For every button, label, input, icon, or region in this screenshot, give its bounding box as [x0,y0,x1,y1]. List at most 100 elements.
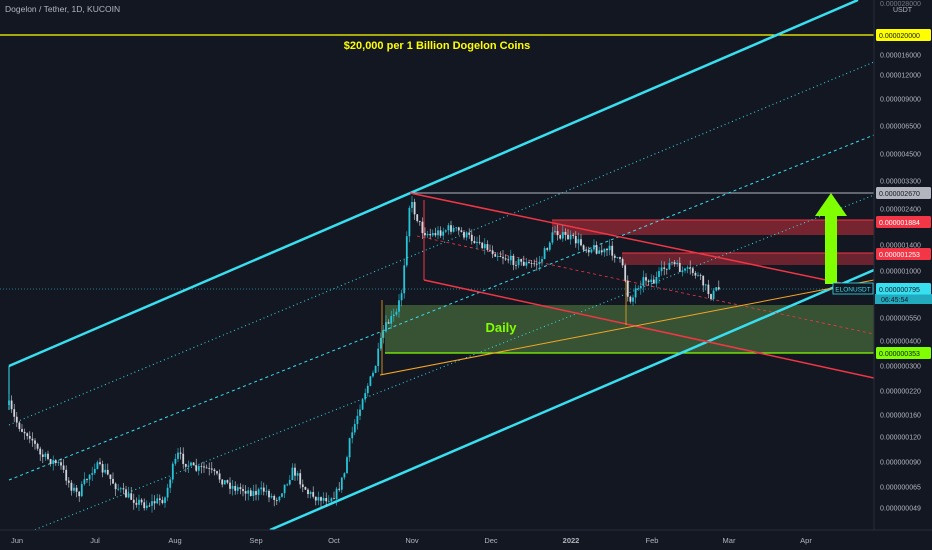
candle-body [413,201,416,215]
candle-body [122,488,125,490]
candle-body [619,257,621,259]
candle-body [184,463,187,467]
candle-body [252,491,255,497]
candle-body [296,473,299,476]
candle-body [343,473,346,478]
time-axis[interactable]: Jun Jul Aug Sep Oct Nov Dec 2022 Feb Mar Apr [11,536,812,545]
candle-body [481,242,484,249]
candle-body [496,256,499,257]
candle-body [574,235,577,244]
candle-body [411,201,413,208]
y-tick-label: 0.000000550 [880,316,921,323]
candle-body [543,248,546,260]
candle-body [28,436,31,439]
price-badge [876,187,931,199]
y-tick-label: 0.000000120 [880,435,921,442]
candle-body [244,491,247,494]
candle-body [364,393,367,400]
candle-body [416,214,419,221]
candle-body [197,465,200,471]
x-tick-label: Jul [90,536,100,545]
candle-body [595,245,598,254]
candle-body [455,227,458,229]
candle-body [291,467,294,481]
candle-body [637,288,640,290]
candle-body [600,250,603,253]
candle-body [694,272,697,276]
candle-body [13,409,16,417]
candle-body [23,431,26,434]
candle-body [647,280,650,282]
candle-body [533,263,536,265]
candle-body [704,284,707,286]
x-tick-label: Feb [646,536,659,545]
candle-body [39,448,42,455]
candle-body [686,267,689,269]
candle-body [182,453,185,464]
channel-lower-line[interactable] [269,268,874,530]
candle-body [335,488,338,500]
candle-body [476,241,478,244]
candle-body [424,233,426,236]
candle-body [676,262,679,264]
candle-body [398,300,400,312]
candle-body [593,245,595,250]
candle-body [546,248,549,250]
headline-annotation: $20,000 per 1 Billion Dogelon Coins [344,40,530,52]
candle-body [234,485,237,491]
candle-body [52,460,55,464]
candle-body [18,422,21,429]
candle-body [457,227,460,231]
candle-body [130,493,133,500]
price-badge-label: 0.000000353 [879,351,920,358]
candle-body [101,464,104,473]
candle-body [639,285,642,289]
candle-body [377,348,380,367]
x-tick-label: Jun [11,536,23,545]
candle-body [203,466,205,468]
candle-body [57,462,60,464]
candle-body [171,463,174,480]
orange-trendline[interactable] [379,279,874,376]
candle-body [689,267,692,269]
candle-body [366,385,369,394]
candle-body [179,452,182,454]
candle-body [431,233,434,236]
red-channel-lower[interactable] [423,279,874,379]
candle-body [65,469,68,481]
candle-body [353,424,356,433]
red-channel-upper[interactable] [409,192,874,291]
candle-body [616,257,619,258]
price-badge-label: 0.000001253 [879,252,920,259]
candle-body [556,231,559,236]
candle-body [699,274,702,276]
candle-body [634,288,637,298]
x-tick-label: 2022 [563,536,580,545]
candle-body [470,234,473,242]
candle-body [135,502,138,505]
candle-body [473,241,476,244]
y-tick-label: 0.000012000 [880,73,921,80]
candle-body [554,231,556,233]
candle-body [166,487,169,498]
candle-body [603,248,606,253]
candle-body [153,501,156,504]
candle-body [283,484,286,494]
candle-body [460,230,463,232]
candle-body [572,234,575,236]
candle-body [192,462,195,466]
candle-body [613,255,616,258]
candle-body [140,499,143,503]
candle-body [621,258,624,266]
price-badge [876,248,931,260]
candle-body [151,501,153,506]
candle-body [525,262,528,266]
candle-body [49,459,52,464]
candle-body [262,487,265,492]
candle-body [106,469,109,475]
candle-body [385,322,387,332]
channel-upper-line[interactable] [8,0,859,368]
candle-body [327,501,330,503]
candle-body [148,505,151,507]
